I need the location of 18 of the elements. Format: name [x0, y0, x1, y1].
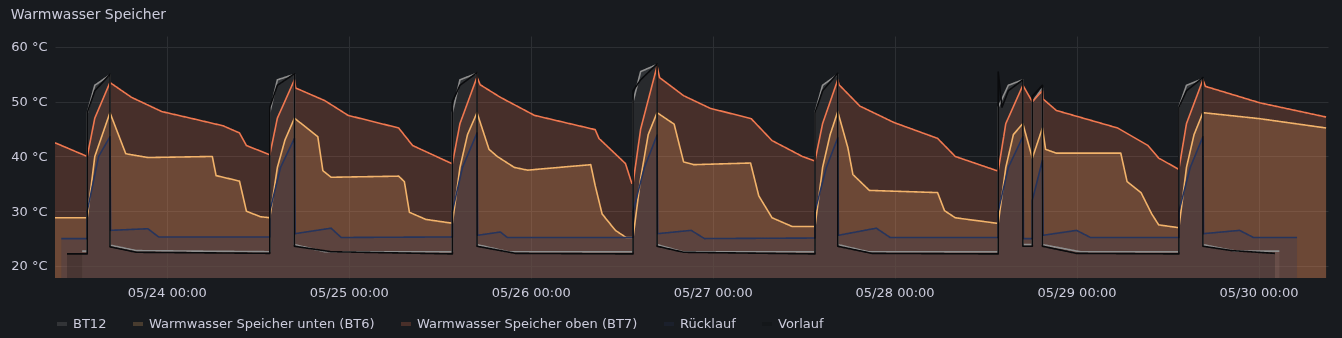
legend-label: Warmwasser Speicher unten (BT6)	[149, 316, 375, 331]
x-tick-label: 05/25 00:00	[309, 284, 389, 300]
x-tick-label: 05/27 00:00	[673, 284, 753, 300]
y-tick-label: 30 °C	[11, 203, 48, 219]
y-tick-label: 60 °C	[11, 39, 48, 55]
x-tick-label: 05/29 00:00	[1037, 284, 1117, 300]
y-tick-label: 50 °C	[11, 94, 48, 110]
legend-label: Warmwasser Speicher oben (BT7)	[417, 316, 638, 331]
y-tick-label: 40 °C	[11, 148, 48, 164]
legend-label: Rücklauf	[680, 316, 737, 331]
x-tick-label: 05/24 00:00	[127, 284, 207, 300]
legend-label: BT12	[73, 316, 107, 331]
x-tick-label: 05/28 00:00	[855, 284, 935, 300]
x-tick-label: 05/30 00:00	[1219, 284, 1299, 300]
chart-title: Warmwasser Speicher	[10, 6, 167, 22]
text: Vorlauf	[778, 316, 824, 331]
x-tick-label: 05/26 00:00	[491, 284, 571, 300]
y-tick-label: 20 °C	[11, 258, 48, 274]
